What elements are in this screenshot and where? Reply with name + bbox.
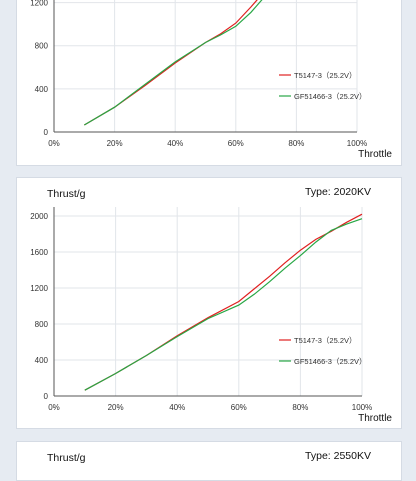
chart-panel-1: 0% 20% 40% 60% 80% 100% 0 400 800 1200 T5147-3（25.…	[16, 0, 402, 166]
legend-label: T5147-3（25.2V）	[294, 71, 357, 80]
legend-label: GF51466-3（25.2V）	[294, 92, 367, 101]
y-tick-label: 400	[35, 356, 49, 365]
y-tick-label: 1600	[30, 248, 48, 257]
x-axis-title: Throttle	[358, 413, 392, 424]
legend-label: T5147-3（25.2V）	[294, 336, 357, 345]
y-tick-label: 400	[35, 85, 49, 94]
x-tick-label: 0%	[48, 139, 60, 148]
y-tick-label: 800	[35, 42, 49, 51]
chart-1-svg: 0% 20% 40% 60% 80% 100% 0 400 800 1200 T5147-3（25.…	[30, 0, 392, 160]
x-tick-label: 40%	[167, 139, 183, 148]
x-tick-label: 60%	[228, 139, 244, 148]
chart-panel-3: Thrust/g Type: 2550KV	[16, 441, 402, 481]
chart-type-title: Type: 2550KV	[305, 450, 371, 462]
y-tick-label: 1200	[30, 284, 48, 293]
x-tick-label: 80%	[288, 139, 304, 148]
x-tick-label: 60%	[231, 403, 247, 412]
y-tick-label: 0	[44, 392, 49, 401]
x-tick-label: 0%	[48, 403, 60, 412]
x-tick-label: 40%	[169, 403, 185, 412]
x-tick-label: 20%	[107, 139, 123, 148]
x-axis-title: Throttle	[358, 149, 392, 160]
x-tick-label: 20%	[108, 403, 124, 412]
series-line-2	[83, 0, 263, 126]
y-tick-label: 2000	[30, 212, 48, 221]
x-tick-label: 80%	[292, 403, 308, 412]
x-tick-label: 100%	[347, 139, 367, 148]
y-tick-label: 800	[35, 320, 49, 329]
y-tick-label: 0	[44, 128, 49, 137]
series-line-2	[84, 218, 363, 391]
chart-2-svg: 0% 20% 40% 60% 80% 100% 0 400 800 1200 1600 2000 T51…	[30, 207, 392, 424]
y-tick-label: 1200	[30, 0, 48, 8]
legend-label: GF51466-3（25.2V）	[294, 357, 367, 366]
chart-type-title: Type: 2020KV	[305, 186, 371, 198]
x-tick-label: 100%	[352, 403, 372, 412]
chart-panel-2: Thrust/g Type: 2020KV 0% 20% 40% 60% 80% 100%…	[16, 177, 402, 429]
y-axis-title: Thrust/g	[47, 452, 86, 464]
y-axis-title: Thrust/g	[47, 188, 86, 200]
